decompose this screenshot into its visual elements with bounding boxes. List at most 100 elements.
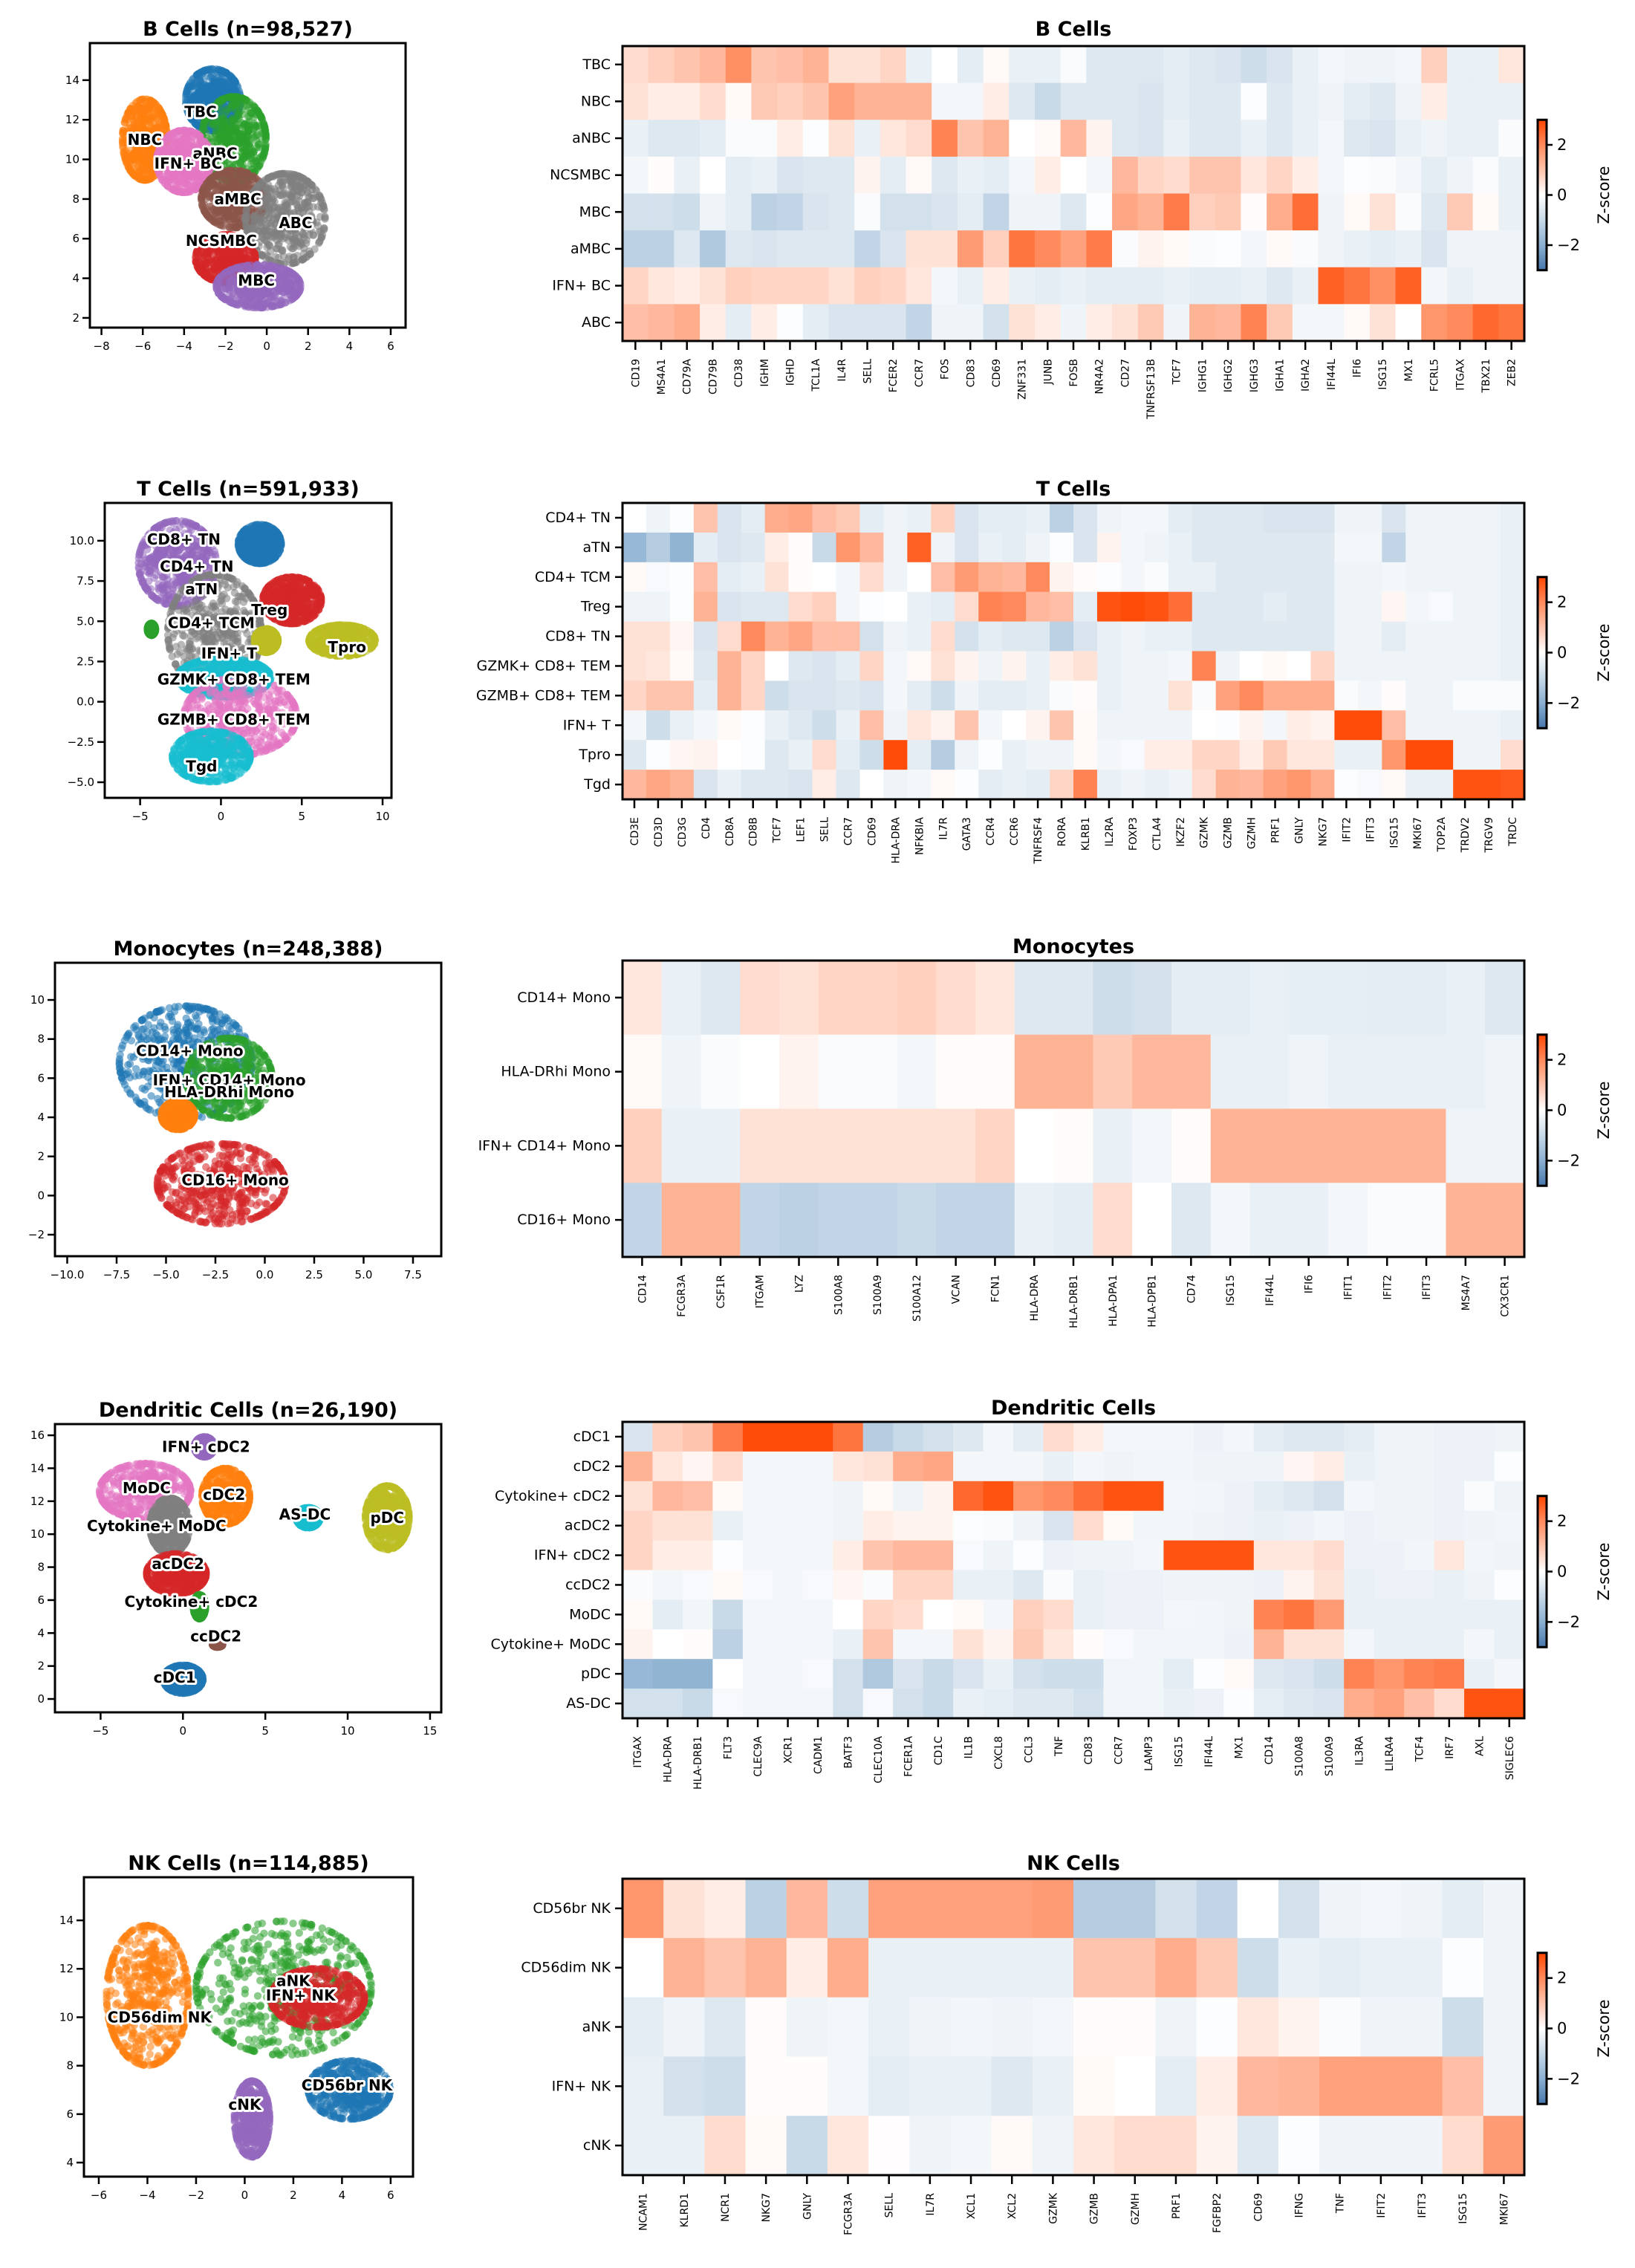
gene-label: FOS [940,359,952,380]
point [227,139,236,147]
point [202,99,210,107]
heatmap-cell [1137,156,1164,195]
heatmap-cell [802,120,830,157]
heatmap-cell [725,82,753,120]
point [185,182,193,190]
heatmap-cell [700,193,727,231]
heatmap-cell [623,120,649,157]
point [200,162,209,170]
heatmap-cell [1344,267,1371,305]
y-tick-label: 4 [72,272,79,285]
heatmap-cell [906,267,932,305]
heatmap-cell [802,267,830,305]
point [301,230,309,239]
point [222,69,230,77]
gene-label: MX1 [1403,359,1415,382]
heatmap-cell [1395,193,1422,231]
heatmap-cell [1137,46,1164,84]
heatmap-cell [1060,304,1087,342]
heatmap-cell [1163,120,1190,157]
point [290,242,299,250]
heatmap-cell [751,120,778,157]
row-label: MBC [579,204,611,220]
heatmap-cell [1369,120,1397,157]
heatmap-cell [700,82,727,120]
heatmap-cell [1318,193,1345,231]
heatmap-cell [1215,82,1242,120]
heatmap-cell [957,304,984,342]
point [208,264,216,273]
point [207,152,215,161]
heatmap-cell [1472,156,1499,195]
point [258,251,266,259]
gene-label: CD79B [707,359,719,394]
point [237,168,245,176]
gene-label: IGHG2 [1223,359,1235,392]
row-label: aNBC [572,130,611,146]
gene-label: IGHM [759,359,771,387]
colorbar-tick-label: −2 [1557,236,1580,254]
heatmap-cell [1163,46,1190,84]
heatmap-cell [1344,82,1371,120]
heatmap-cell [1215,267,1242,305]
heatmap-cell [1009,120,1036,157]
heatmap-cell [983,267,1010,305]
point [126,105,134,113]
heatmap-cell [725,267,753,305]
heatmap-cell [1163,230,1190,268]
heatmap-cell [1292,304,1319,342]
heatmap-cell [932,230,958,268]
heatmap-cell [1498,156,1525,195]
point [218,95,227,103]
heatmap-cell [932,120,958,157]
point [235,296,244,304]
gene-label: CD69 [991,359,1003,387]
heatmap-cell [1215,46,1242,84]
point [285,290,294,299]
heatmap-cell [880,230,907,268]
heatmap-cell [1344,304,1371,342]
point [304,198,312,207]
point [203,168,212,176]
heatmap-cell [983,193,1010,231]
heatmap-cell [1189,120,1216,157]
point [286,279,294,287]
heatmap-cell [1267,120,1293,157]
heatmap-cell [1395,304,1422,342]
heatmap-cell [1241,304,1267,342]
heatmap-cell [700,230,727,268]
colorbar-gradient [1536,118,1548,272]
point [203,250,212,258]
heatmap-cell [854,82,881,120]
heatmap-cell [802,156,830,195]
heatmap-cell [623,230,649,268]
t-umap: T Cells (n=591,933)−5 0 5 10−5.0−2.50.02.55… [68,478,393,823]
point [186,95,195,104]
heatmap-cell [1009,193,1036,231]
heatmap-cell [1421,267,1448,305]
point [224,131,233,139]
heatmap-cell [1137,193,1164,231]
y-tick-label: 2 [72,311,79,325]
heatmap-cell [725,120,753,157]
point [267,187,275,195]
heatmap-cell [751,156,778,195]
heatmap-cell [1446,230,1474,268]
heatmap-cell [1034,82,1062,120]
heatmap-cell [1318,82,1345,120]
heatmap-cell [854,304,881,342]
heatmap-cell [1163,267,1190,305]
heatmap-cell [880,156,907,195]
heatmap-cell [623,267,649,305]
point [234,111,243,120]
heatmap-cell [648,267,675,305]
heatmap-cell [1137,120,1164,157]
heatmap-cell [880,193,907,231]
heatmap-cell [854,46,881,84]
point [276,300,285,308]
x-tick-label: 6 [387,339,394,353]
heatmap-cell [1189,46,1216,84]
heatmap-cell [623,304,649,342]
heatmap-cell [802,46,830,84]
